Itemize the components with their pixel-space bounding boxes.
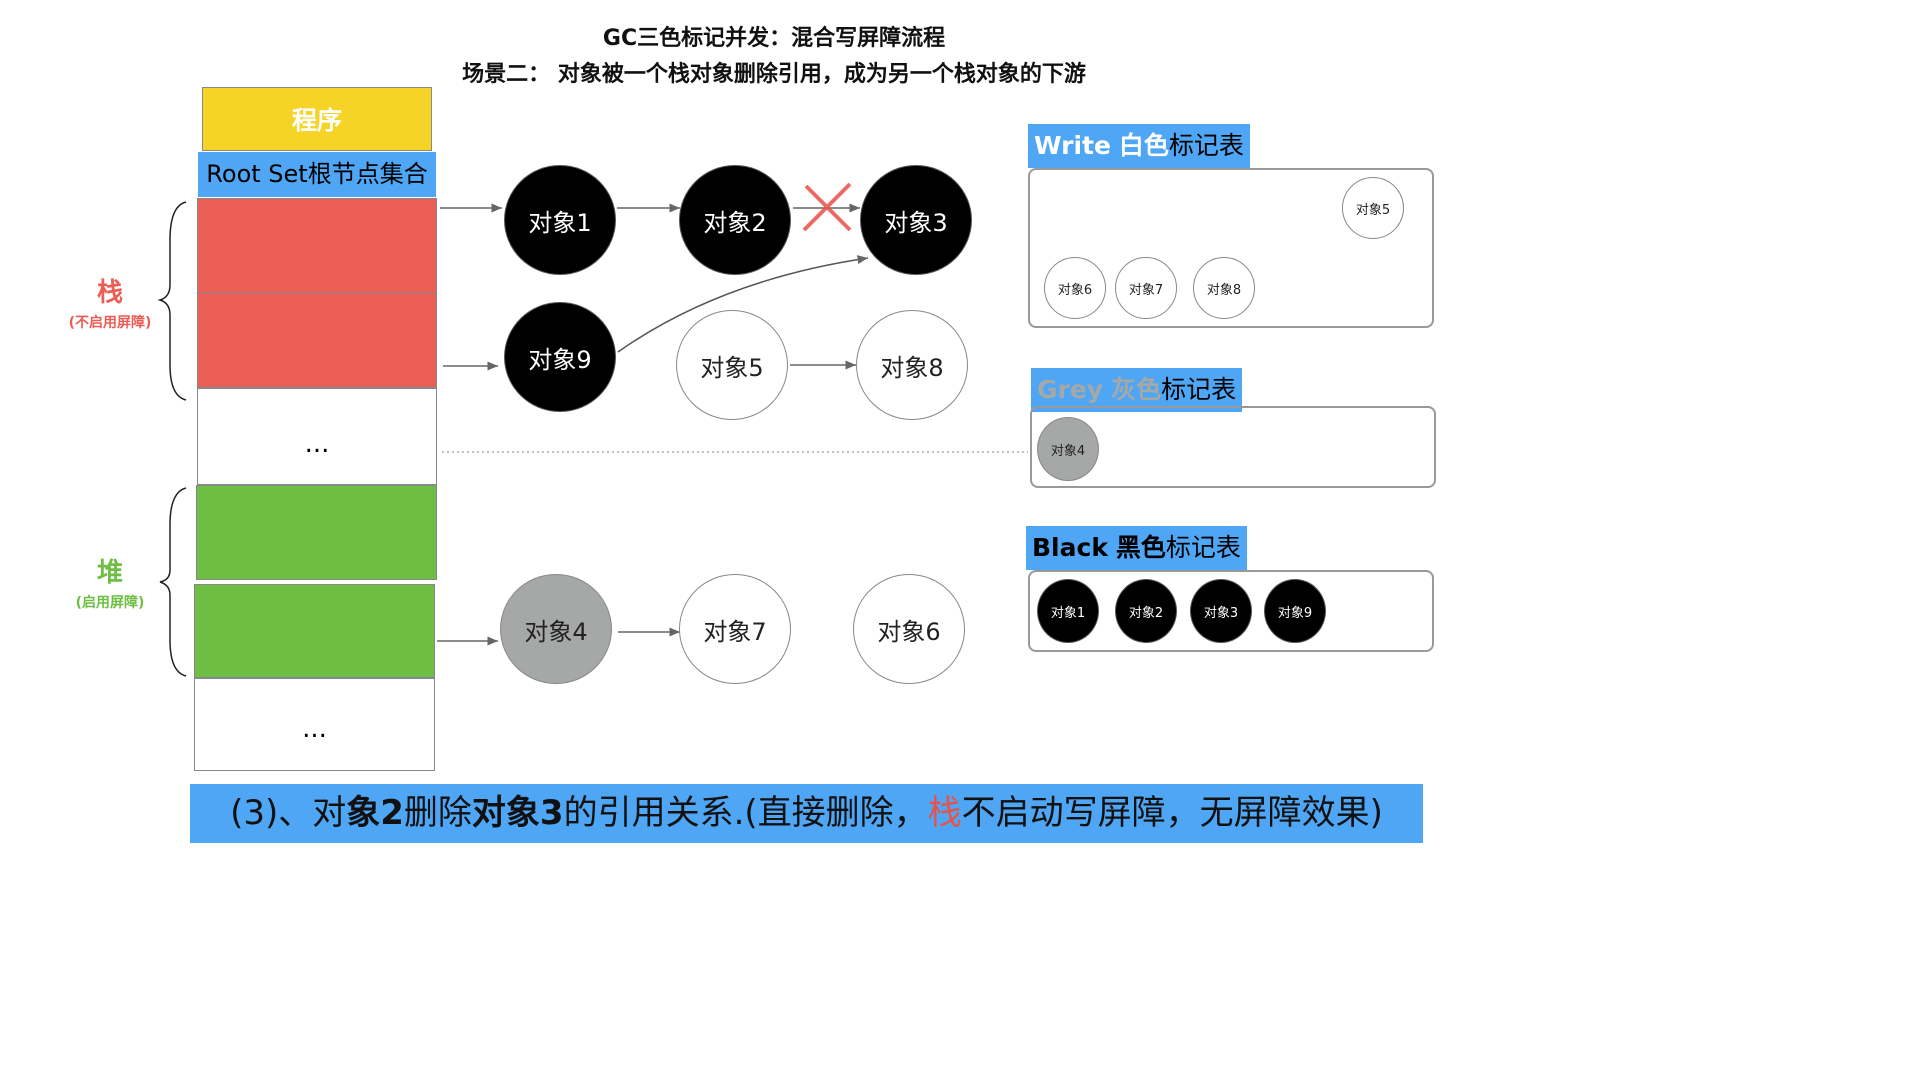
- grey-title-en: Grey: [1037, 375, 1104, 404]
- object-2: 对象2: [679, 165, 791, 275]
- caption-part: 删除: [403, 793, 472, 833]
- black-item-object2: 对象2: [1115, 579, 1177, 643]
- heap-label: 堆: [96, 558, 123, 588]
- object-9: 对象9: [504, 302, 616, 412]
- heap-slot-2: [194, 584, 435, 678]
- heap-brace: [159, 487, 187, 677]
- grey-title-suffix: 标记表: [1161, 375, 1237, 404]
- caption-part: (3)、对: [230, 793, 347, 833]
- white-title-suffix: 标记表: [1168, 131, 1244, 160]
- grey-item-object4: 对象4: [1037, 417, 1099, 481]
- stack-label: 栈: [96, 278, 123, 308]
- heap-slot-1: [196, 485, 437, 580]
- diagram-subtitle: 场景二： 对象被一个栈对象删除引用，成为另一个栈对象的下游: [462, 62, 1086, 87]
- object-7: 对象7: [679, 574, 791, 684]
- stack-slot-2: [197, 293, 437, 388]
- white-item-object5: 对象5: [1342, 177, 1404, 239]
- stack-slot-1: [197, 198, 437, 294]
- black-title-color: 黑色: [1115, 533, 1166, 562]
- object-6: 对象6: [853, 574, 965, 684]
- ellipsis-text: ...: [302, 714, 327, 744]
- ellipsis-text: ...: [304, 429, 330, 459]
- rootset-header: Root Set根节点集合: [198, 152, 436, 197]
- caption-part: 不启动写屏障，无屏障效果): [961, 793, 1383, 833]
- object-1: 对象1: [504, 165, 616, 275]
- object-4: 对象4: [500, 574, 612, 684]
- white-title-en: Write: [1034, 131, 1111, 160]
- black-table-header: Black 黑色标记表: [1026, 526, 1247, 570]
- black-title-en: Black: [1032, 533, 1108, 562]
- stack-slot-ellipsis: ...: [197, 388, 437, 485]
- connector-layer: [157, 182, 1028, 677]
- grey-title-color: 灰色: [1111, 375, 1162, 404]
- black-table: [1028, 570, 1434, 652]
- caption-stack-highlight: 栈: [927, 793, 962, 833]
- heap-slot-ellipsis: ...: [194, 678, 435, 771]
- caption-part: 的引用关系.(直接删除，: [563, 793, 928, 833]
- white-table: [1028, 168, 1434, 328]
- white-item-object7: 对象7: [1115, 257, 1177, 319]
- heap-note: (启用屏障): [75, 595, 145, 611]
- black-item-object9: 对象9: [1264, 579, 1326, 643]
- grey-table: [1030, 406, 1436, 488]
- object-5: 对象5: [676, 310, 788, 420]
- caption-bold: 对象3: [471, 793, 564, 833]
- white-title-color: 白色: [1118, 131, 1169, 160]
- step-caption: (3)、对象2删除对象3的引用关系.(直接删除，栈不启动写屏障，无屏障效果): [190, 784, 1423, 843]
- object-3: 对象3: [860, 165, 972, 275]
- white-table-header: Write 白色标记表: [1028, 124, 1250, 168]
- caption-bold: 象2: [346, 793, 404, 833]
- delete-x-icon: [802, 182, 852, 232]
- stack-note: (不启用屏障): [68, 315, 152, 331]
- stack-brace: [157, 201, 187, 401]
- diagram-title: GC三色标记并发：混合写屏障流程: [602, 26, 946, 51]
- white-item-object8: 对象8: [1193, 257, 1255, 319]
- white-item-object6: 对象6: [1044, 257, 1106, 319]
- grey-table-header: Grey 灰色标记表: [1031, 368, 1243, 412]
- black-item-object1: 对象1: [1037, 579, 1099, 643]
- program-label: 程序: [291, 106, 342, 135]
- black-item-object3: 对象3: [1190, 579, 1252, 643]
- object-8: 对象8: [856, 310, 968, 420]
- arrow-o9-o3: [617, 255, 869, 353]
- program-box: 程序: [202, 87, 432, 151]
- black-title-suffix: 标记表: [1165, 533, 1241, 562]
